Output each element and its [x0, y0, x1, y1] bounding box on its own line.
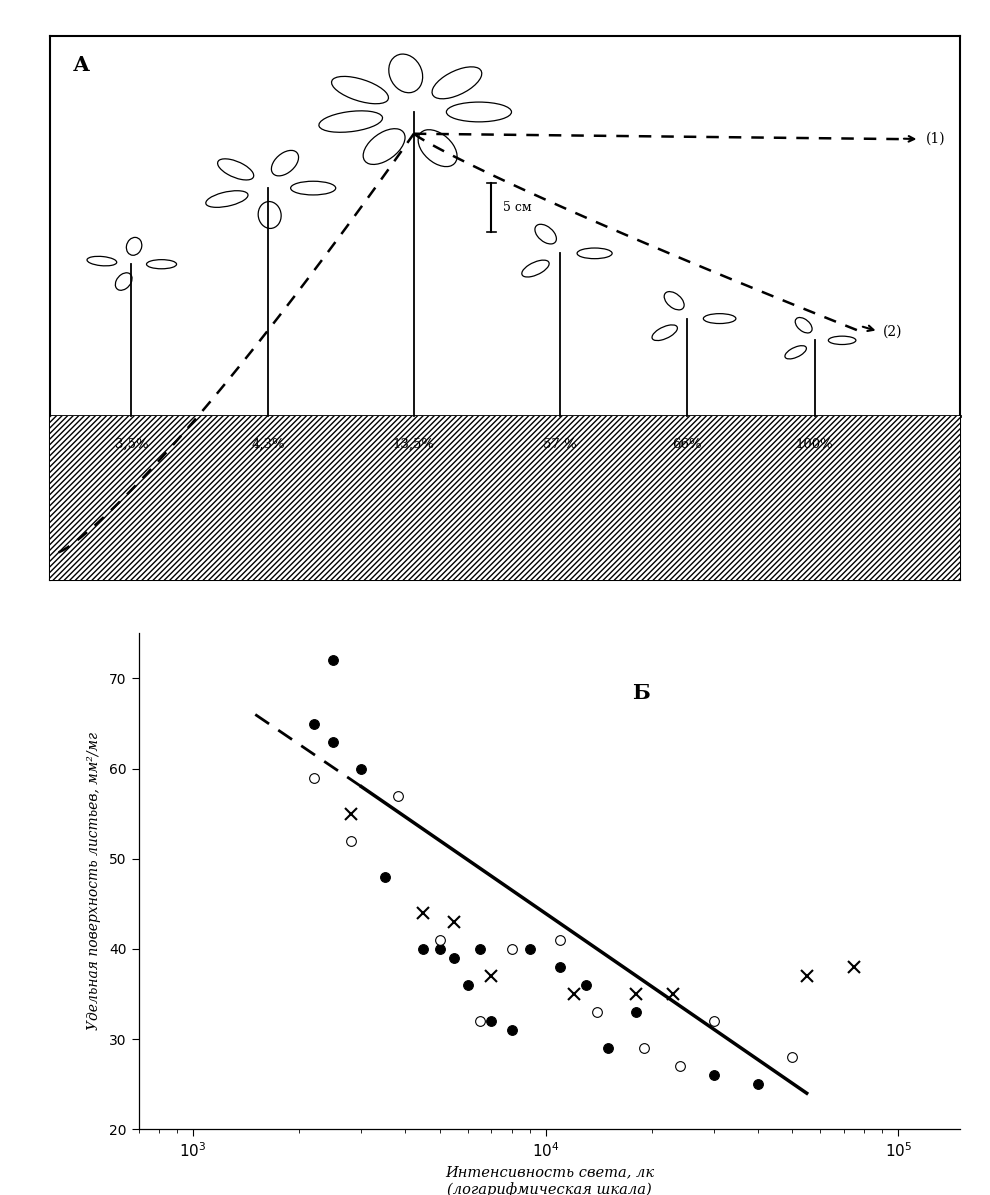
- Text: 4,3%: 4,3%: [251, 439, 285, 452]
- Bar: [50, 417, 960, 580]
- X-axis label: Интенсивность света, лк
(логарифмическая шкала): Интенсивность света, лк (логарифмическая…: [445, 1165, 654, 1195]
- Y-axis label: Удельная поверхность листьев, мм²/мг: Удельная поверхность листьев, мм²/мг: [87, 733, 101, 1030]
- Text: 57 %: 57 %: [543, 439, 576, 452]
- Text: 5 см: 5 см: [503, 201, 532, 214]
- Text: 13,5%: 13,5%: [393, 439, 435, 452]
- Text: 3,5%: 3,5%: [115, 439, 148, 452]
- Text: (2): (2): [883, 324, 902, 338]
- Text: 100%: 100%: [796, 439, 834, 452]
- Text: А: А: [72, 55, 89, 75]
- Text: (1): (1): [926, 133, 945, 146]
- Text: 66%: 66%: [672, 439, 702, 452]
- Text: Б: Б: [632, 684, 649, 703]
